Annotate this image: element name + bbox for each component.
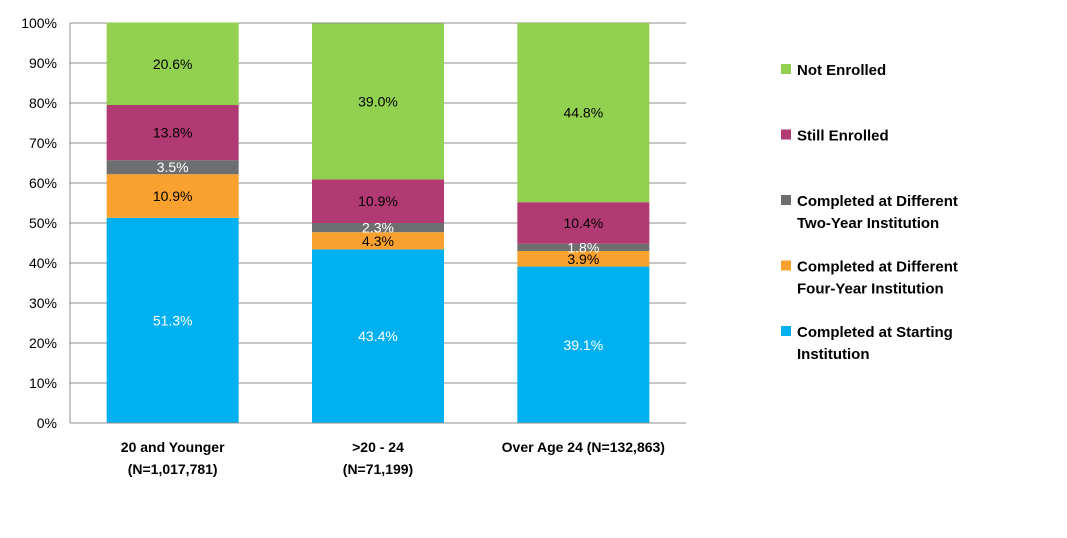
x-category-label: >20 - 24 xyxy=(352,439,404,455)
y-tick-label: 90% xyxy=(29,55,57,71)
bar-segment xyxy=(517,202,650,244)
bar-segment xyxy=(517,243,650,251)
bar-segment xyxy=(517,266,650,423)
data-label: 13.8% xyxy=(153,125,193,141)
legend-label: Two-Year Institution xyxy=(797,215,939,232)
data-label: 20.6% xyxy=(153,56,193,72)
x-category-label: (N=1,017,781) xyxy=(128,461,218,477)
legend-label: Institution xyxy=(797,346,869,363)
bar-segment xyxy=(106,217,239,423)
bars: 51.3% 10.9% 3.5% 13.8% 20.6% 43.4% 4.3%2.3% 10.… xyxy=(106,22,650,423)
data-label: 43.4% xyxy=(358,328,398,344)
bar-segment xyxy=(106,22,239,106)
bar-segment xyxy=(106,174,239,218)
data-label: 1.8% xyxy=(567,239,599,255)
x-axis: 20 and Younger (N=1,017,781) >20 - 24 (N=71… xyxy=(69,23,686,477)
data-label: 51.3% xyxy=(153,312,193,328)
legend-swatch xyxy=(781,129,791,140)
legend-label: Completed at Different xyxy=(797,193,958,210)
data-label: 10.4% xyxy=(563,215,603,231)
y-axis-ticks: 0% 10% 20% 30% 40% 50% 60% 70% 80% 90% 100% xyxy=(21,15,57,431)
y-tick-label: 70% xyxy=(29,135,57,151)
legend-label: Still Enrolled xyxy=(797,128,889,145)
legend-swatch xyxy=(781,64,791,74)
bar-segment xyxy=(106,105,239,161)
x-category-label: 20 and Younger xyxy=(121,439,225,455)
bar-segment xyxy=(106,160,239,175)
y-tick-label: 0% xyxy=(37,415,57,431)
data-label: 39.0% xyxy=(358,93,398,109)
y-tick-label: 50% xyxy=(29,215,57,231)
bar-segment xyxy=(517,251,650,267)
y-tick-label: 80% xyxy=(29,95,57,111)
x-category-label: Over Age 24 (N=132,863) xyxy=(502,439,665,455)
data-label: 2.3% xyxy=(362,220,394,236)
data-label: 3.9% xyxy=(567,251,599,267)
y-tick-label: 100% xyxy=(21,15,57,31)
y-tick-label: 30% xyxy=(29,295,57,311)
y-tick-label: 10% xyxy=(29,375,57,391)
legend-label: Not Enrolled xyxy=(797,62,886,79)
legend-swatch xyxy=(781,260,791,271)
y-tick-label: 20% xyxy=(29,335,57,351)
data-label: 44.8% xyxy=(563,105,603,121)
legend-swatch xyxy=(781,195,791,205)
y-tick-label: 60% xyxy=(29,175,57,191)
y-tick-label: 40% xyxy=(29,255,57,271)
bar-segment xyxy=(312,179,444,223)
bar-segment xyxy=(517,23,650,203)
data-label: 4.3% xyxy=(362,233,394,249)
legend-label: Completed at Different xyxy=(797,259,958,276)
bar-segment xyxy=(312,232,444,250)
bar-segment xyxy=(312,23,444,180)
legend-swatch xyxy=(781,326,791,336)
bar-segment xyxy=(312,249,444,423)
data-label: 10.9% xyxy=(358,193,398,209)
x-category-label: (N=71,199) xyxy=(343,461,413,477)
bar-segment xyxy=(312,223,444,233)
legend-label: Four-Year Institution xyxy=(797,281,944,298)
legend: Not Enrolled Still Enrolled Completed at D… xyxy=(781,62,958,363)
data-label: 3.5% xyxy=(157,159,189,175)
legend-label: Completed at Starting xyxy=(797,324,953,341)
data-label: 39.1% xyxy=(563,337,603,353)
data-label: 10.9% xyxy=(153,188,193,204)
